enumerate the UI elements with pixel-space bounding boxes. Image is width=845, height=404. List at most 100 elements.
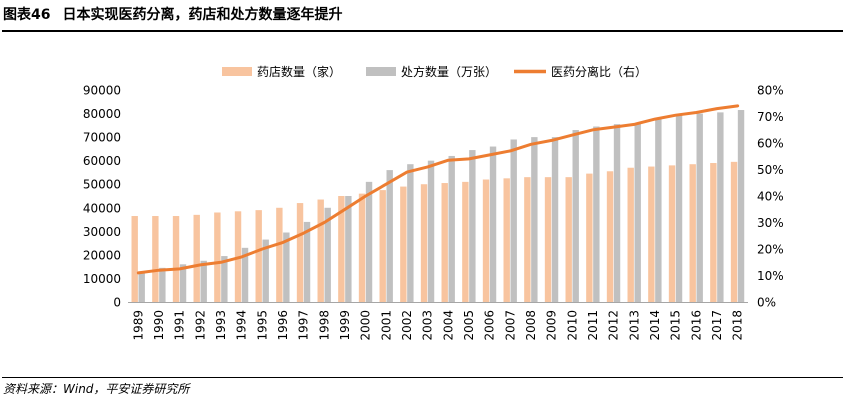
pharmacy-count-bar xyxy=(131,216,138,302)
right-tick-label: 0% xyxy=(757,296,776,310)
left-tick-label: 30000 xyxy=(83,225,121,239)
left-tick-label: 80000 xyxy=(83,107,121,121)
prescription-count-bar xyxy=(407,164,414,302)
bottom-rule xyxy=(2,377,843,378)
x-tick-label: 1994 xyxy=(235,310,249,341)
prescription-count-bar xyxy=(572,130,579,302)
left-y-axis: 0 10000 20000 30000 40000 50000 60000 70000 8000… xyxy=(83,84,121,310)
x-tick-label: 2008 xyxy=(524,310,538,341)
x-tick-label: 2005 xyxy=(462,310,476,341)
pharmacy-count-bar xyxy=(606,171,614,302)
prescription-count-bar xyxy=(469,150,476,302)
prescription-count-bar xyxy=(634,122,641,302)
x-tick-label: 2009 xyxy=(545,310,559,341)
left-tick-label: 10000 xyxy=(83,272,121,286)
right-y-axis: 0% 10% 20% 30% 40% 50% 60% 70% 80% xyxy=(757,84,784,310)
x-tick-label: 1992 xyxy=(193,310,207,341)
prescription-count-bar xyxy=(241,247,249,302)
left-tick-label: 40000 xyxy=(83,201,121,215)
pharmacy-count-bar xyxy=(400,186,407,302)
right-tick-label: 30% xyxy=(757,216,784,230)
figure-number: 图表46 xyxy=(3,7,51,23)
left-tick-label: 70000 xyxy=(83,131,121,145)
x-tick-label: 2010 xyxy=(565,310,579,341)
x-tick-label: 1991 xyxy=(173,310,187,341)
ratio-line-layer xyxy=(136,104,740,275)
x-tick-label: 2007 xyxy=(503,310,517,341)
prescription-count-bar xyxy=(448,155,455,302)
pharmacy-count-bar xyxy=(214,212,221,302)
prescription-count-bar xyxy=(737,110,745,303)
x-tick-label: 2016 xyxy=(689,310,703,341)
prescription-count-bar xyxy=(386,170,393,302)
pharmacy-count-bar xyxy=(565,177,572,302)
pharmacy-count-bar xyxy=(193,214,200,302)
left-tick-label: 50000 xyxy=(83,178,121,192)
x-tick-label: 2018 xyxy=(731,310,745,341)
pharmacy-count-bar xyxy=(648,166,655,302)
left-tick-label: 0 xyxy=(113,296,121,310)
prescription-count-bar xyxy=(345,196,352,302)
prescription-count-bar xyxy=(427,160,435,302)
prescription-count-bar xyxy=(138,272,145,302)
x-tick-label: 2001 xyxy=(379,310,393,341)
right-tick-label: 20% xyxy=(757,243,784,257)
prescription-count-bar xyxy=(179,264,187,302)
ratio-line xyxy=(136,104,740,275)
legend-swatch-pharmacy xyxy=(222,67,252,76)
pharmacy-count-bar xyxy=(441,183,448,302)
pharmacy-count-bar xyxy=(358,193,366,302)
pharmacy-count-bar xyxy=(482,179,490,302)
right-tick-label: 40% xyxy=(757,190,784,204)
pharmacy-count-bar xyxy=(296,203,304,302)
pharmacy-count-bar xyxy=(586,173,593,302)
x-tick-label: 1995 xyxy=(255,310,269,341)
pharmacy-count-bar xyxy=(710,163,717,302)
x-tick-label: 1990 xyxy=(152,310,166,341)
figure-title: 图表46 日本实现医药分离，药店和处方数量逐年提升 xyxy=(3,4,843,28)
pharmacy-count-bar xyxy=(152,216,159,302)
legend-label-ratio: 医药分离比（右） xyxy=(551,64,647,79)
x-tick-label: 2006 xyxy=(483,310,497,341)
prescription-count-bar xyxy=(551,137,559,302)
legend-label-prescription: 处方数量（万张） xyxy=(401,64,497,79)
x-tick-label: 1993 xyxy=(214,310,228,341)
legend-label-pharmacy: 药店数量（家） xyxy=(257,64,341,79)
pharmacy-count-bar xyxy=(379,190,386,302)
left-tick-label: 90000 xyxy=(83,84,121,98)
x-axis: 1989 1990 1991 1992 1993 1994 1995 1996 1997 1998… xyxy=(128,302,748,341)
prescription-count-bar xyxy=(159,267,166,302)
prescription-count-bar xyxy=(655,118,662,303)
pharmacy-count-bar xyxy=(524,177,531,302)
x-tick-label: 2000 xyxy=(359,310,373,341)
x-tick-label: 1996 xyxy=(276,310,290,341)
right-tick-label: 70% xyxy=(757,110,784,124)
prescription-count-bar xyxy=(593,126,600,302)
prescription-count-bar xyxy=(613,124,621,303)
x-tick-label: 1997 xyxy=(297,310,311,341)
right-tick-label: 80% xyxy=(757,84,784,98)
prescription-count-bar xyxy=(531,137,538,302)
x-tick-label: 2017 xyxy=(710,310,724,341)
prescription-count-bar xyxy=(696,113,703,302)
source-note: 资料来源：Wind，平安证券研究所 xyxy=(3,382,190,396)
x-tick-label: 1989 xyxy=(131,310,145,341)
prescription-count-bar xyxy=(324,207,331,302)
legend: 药店数量（家） 处方数量（万张） 医药分离比（右） xyxy=(222,64,647,79)
right-tick-label: 10% xyxy=(757,269,784,283)
prescription-count-bar xyxy=(303,221,311,302)
figure-title-text: 日本实现医药分离，药店和处方数量逐年提升 xyxy=(62,7,343,23)
x-tick-label: 2002 xyxy=(400,310,414,341)
legend-swatch-prescription xyxy=(366,67,396,76)
prescription-count-bar xyxy=(200,260,207,302)
prescription-count-bar xyxy=(510,139,517,302)
pharmacy-count-bar xyxy=(503,178,510,302)
prescription-count-bar xyxy=(717,112,724,302)
pharmacy-count-bar xyxy=(627,167,634,302)
chart: 药店数量（家） 处方数量（万张） 医药分离比（右） 0 10000 20000 30000… xyxy=(83,64,784,341)
prescription-count-bar xyxy=(365,181,373,302)
pharmacy-count-bar xyxy=(730,161,738,302)
pharmacy-count-bar xyxy=(544,177,552,302)
x-tick-label: 2011 xyxy=(586,310,600,341)
x-tick-label: 2015 xyxy=(669,310,683,341)
